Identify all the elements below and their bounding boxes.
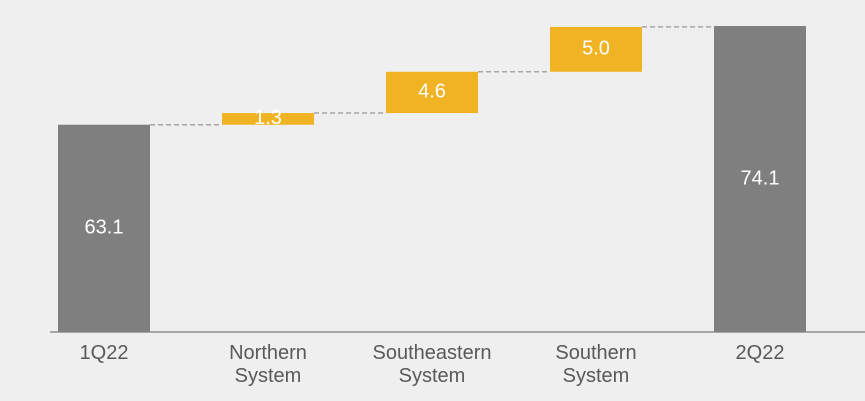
value-label: 5.0 xyxy=(582,38,610,60)
x-tick-label: Southeastern System xyxy=(372,342,492,387)
value-label: 4.6 xyxy=(418,81,446,103)
bar xyxy=(386,71,478,114)
x-tick-label: 2Q22 xyxy=(735,342,785,364)
bar xyxy=(58,124,150,332)
value-label: 1.3 xyxy=(254,107,282,129)
bar xyxy=(714,26,806,333)
x-tick-label: 1Q22 xyxy=(79,342,129,364)
x-tick-label: Southern System xyxy=(555,342,637,387)
bar xyxy=(222,113,314,125)
value-label: 63.1 xyxy=(85,217,124,239)
value-label: 74.1 xyxy=(741,167,780,189)
x-tick-label: Northern System xyxy=(229,342,307,387)
bar xyxy=(550,26,642,72)
